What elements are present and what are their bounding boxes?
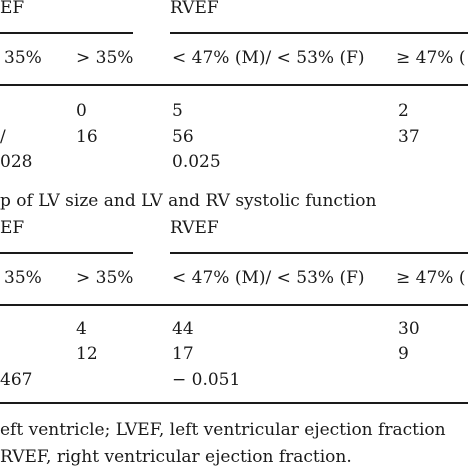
footnote-line-2: RVEF, right ventricular ejection fractio… <box>0 447 352 467</box>
lvef-low-subheader: 35% <box>4 268 42 288</box>
table-cell: 9 <box>398 344 409 364</box>
row-label: 467 <box>0 370 33 390</box>
table-cell: 2 <box>398 101 409 121</box>
footnote-line-1: eft ventricle; LVEF, left ventricular ej… <box>0 420 446 440</box>
lvef-header: EF <box>0 0 25 18</box>
rvef-low-subheader: < 47% (M)/ < 53% (F) <box>172 48 365 68</box>
table-bottom-rule <box>0 402 468 404</box>
lvef-high-subheader: > 35% <box>76 48 134 68</box>
rvef-header-rule <box>170 32 468 34</box>
lvef-header-rule <box>0 32 133 34</box>
rvef-header: RVEF <box>170 218 219 238</box>
table-cell: 37 <box>398 127 420 147</box>
rvef-high-subheader: ≥ 47% ( <box>396 268 466 288</box>
table-cell: 17 <box>172 344 194 364</box>
lvef-high-subheader: > 35% <box>76 268 134 288</box>
rvef-high-subheader: ≥ 47% ( <box>396 48 466 68</box>
bottom-table-subheader-rule <box>0 304 468 306</box>
table-cell: − 0.051 <box>172 370 241 390</box>
rvef-header-rule <box>170 252 468 254</box>
table-cell: 0.025 <box>172 152 221 172</box>
table-cell: 0 <box>76 101 87 121</box>
table-cell: 56 <box>172 127 194 147</box>
rvef-low-subheader: < 47% (M)/ < 53% (F) <box>172 268 365 288</box>
table-cell: 12 <box>76 344 98 364</box>
lvef-header: EF <box>0 218 25 238</box>
row-label: / <box>0 127 6 147</box>
table-cell: 5 <box>172 101 183 121</box>
row-label: 028 <box>0 152 33 172</box>
table-cell: 30 <box>398 319 420 339</box>
lvef-header-rule <box>0 252 133 254</box>
table-cell: 44 <box>172 319 194 339</box>
lvef-low-subheader: 35% <box>4 48 42 68</box>
rvef-header: RVEF <box>170 0 219 18</box>
table-caption: p of LV size and LV and RV systolic func… <box>0 191 377 211</box>
top-table-subheader-rule <box>0 84 468 86</box>
table-cell: 16 <box>76 127 98 147</box>
table-cell: 4 <box>76 319 87 339</box>
